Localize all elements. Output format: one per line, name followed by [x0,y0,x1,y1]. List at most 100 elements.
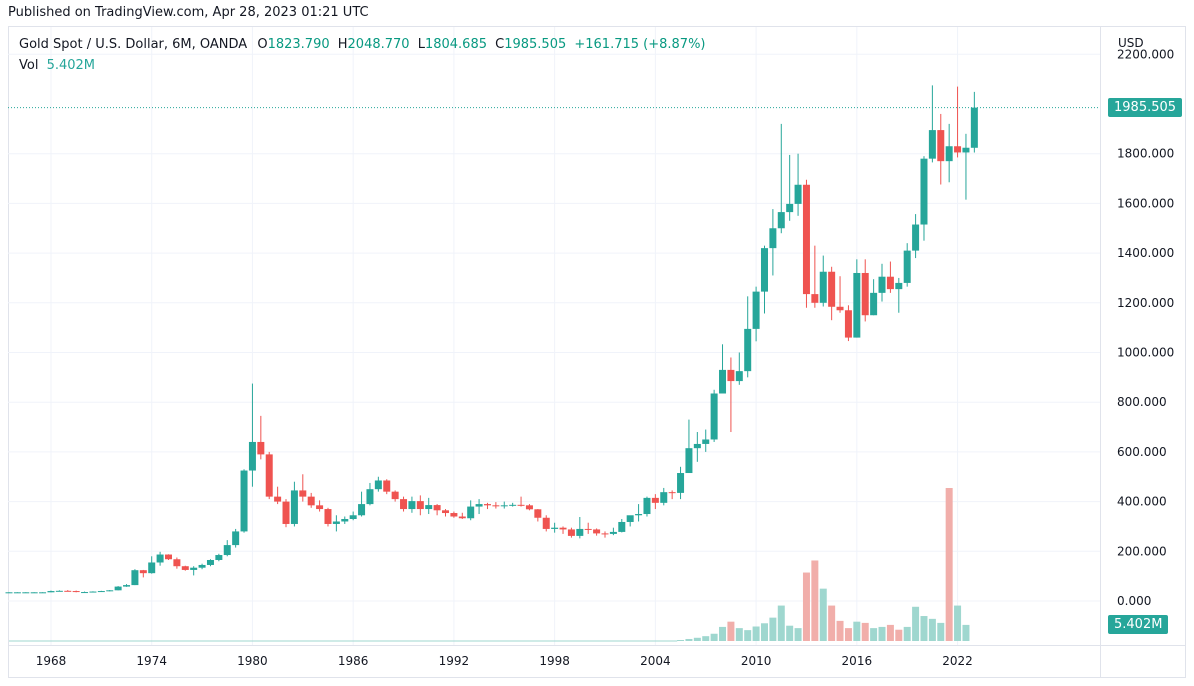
candle-body [274,496,282,502]
price-axis: 0.000 200.000 400.000 600.000 800.000 1000.00… [1117,47,1174,608]
candle-body [190,567,198,570]
candle-body [458,516,466,519]
high-value: 2048.770 [347,37,410,52]
volume-bar [895,629,903,641]
candle-body [374,480,382,490]
candle-body [786,203,794,213]
volume-bar [844,628,852,641]
volume-bar [777,605,785,641]
candle-body [886,276,894,290]
candle-body [861,272,869,316]
candle-body [685,448,693,474]
candle-body [64,590,72,592]
candle-body [525,505,533,510]
candle-body [819,271,827,303]
candle-body [223,545,231,556]
candle-body [257,441,265,455]
price-tick-label: 1600.000 [1117,196,1174,210]
candle-body [635,514,643,516]
candles [5,85,978,594]
candle-body [433,505,441,511]
volume-bar [735,628,743,641]
candle-body [593,529,601,534]
price-tick-label: 0.000 [1117,594,1151,608]
candle-body [626,515,634,522]
candle-body [719,369,727,394]
volume-value: 5.402M [46,58,96,73]
volume-bar [945,488,953,641]
volume-bar [693,637,701,641]
volume-bar [878,626,886,641]
low-value: 1804.685 [424,37,487,52]
time-tick-label: 1974 [136,654,167,668]
gridlines [8,27,1186,677]
time-axis: 1968 1974 1980 1986 1992 1998 2004 2010 2016 2022 [36,654,973,668]
volume-bar [870,628,878,641]
volume-badge: 5.402M [1108,615,1169,634]
candle-body [844,310,852,338]
candle-body [693,443,701,449]
candle-body [106,590,114,592]
symbol-name: Gold Spot / U.S. Dollar, 6M, OANDA [19,37,248,52]
candle-body [643,497,651,515]
candle-body [232,531,240,546]
candle-body [416,501,424,510]
candle-body [408,501,416,510]
volume-bar [928,618,936,641]
candle-body [425,505,433,510]
candle-body [30,592,38,594]
candle-body [164,554,172,560]
candle-body [954,146,962,153]
candle-body [391,491,399,500]
change-value: +161.715 (+8.87%) [574,37,706,52]
volume-bar [836,620,844,641]
candle-body [937,130,945,162]
candle-body [358,504,366,516]
candle-body [89,591,97,593]
volume-bar [861,622,869,641]
candle-body [811,294,819,303]
candle-body [123,585,131,587]
candle-body [139,570,147,574]
time-tick-label: 2016 [842,654,873,668]
volume-label: Vol [19,58,39,73]
candle-body [777,212,785,229]
price-tick-label: 1800.000 [1117,147,1174,161]
price-tick-label: 1400.000 [1117,246,1174,260]
candle-body [349,515,357,519]
candle-body [332,521,340,524]
candle-body [735,371,743,382]
candle-body [559,527,567,530]
volume-bar [794,628,802,641]
candle-body [752,291,760,329]
candle-body [47,591,55,593]
candle-body [920,158,928,225]
symbol-legend: Gold Spot / U.S. Dollar, 6M, OANDA O1823… [19,37,706,52]
volume-bar [954,605,962,641]
price-tick-label: 1000.000 [1117,346,1174,360]
time-tick-label: 2010 [741,654,772,668]
candle-body [668,492,676,494]
price-tick-label: 1200.000 [1117,296,1174,310]
candle-body [794,184,802,204]
volume-bar [786,625,794,641]
candle-body [282,501,290,524]
volume-bar [677,640,685,641]
candle-body [970,107,978,148]
candle-body [39,592,47,594]
high-label: H [337,37,348,52]
volume-bar [853,621,861,641]
candle-body [651,497,659,503]
candle-body [383,480,391,492]
candle-body [324,509,332,524]
candle-body [802,184,810,295]
candle-body [131,570,139,586]
close-label: C [495,37,505,52]
candle-body [483,504,491,506]
candle-body [903,250,911,283]
open-value: 1823.790 [267,37,330,52]
time-tick-label: 1998 [539,654,570,668]
candle-body [265,454,273,497]
candle-body [618,521,626,532]
